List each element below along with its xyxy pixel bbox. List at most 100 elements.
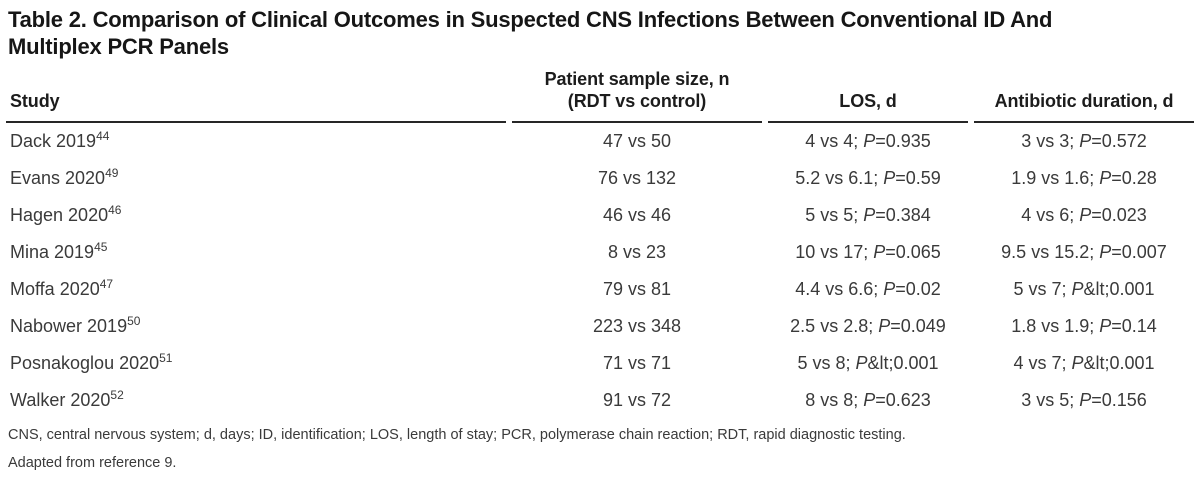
p-value-symbol: P	[883, 168, 896, 188]
table-row: Hagen 202046 46 vs 46 5 vs 5; P=0.384 4 …	[6, 197, 1194, 234]
reference-superscript: 51	[159, 351, 173, 365]
los-cell: 4.4 vs 6.6; P=0.02	[768, 271, 968, 308]
antibiotic-values: 1.9 vs 1.6;	[1011, 168, 1100, 188]
antibiotic-p-value: =0.572	[1091, 131, 1147, 151]
col-header-study: Study	[6, 68, 506, 123]
table-header: Study Patient sample size, n (RDT vs cont…	[6, 68, 1194, 123]
antibiotic-p-value: =0.023	[1091, 205, 1147, 225]
antibiotic-duration-cell: 5 vs 7; P&lt;0.001	[974, 271, 1194, 308]
p-value-symbol: P	[1079, 205, 1092, 225]
los-values: 4.4 vs 6.6;	[795, 279, 884, 299]
los-p-value: =0.623	[875, 390, 931, 410]
p-value-symbol: P	[878, 316, 891, 336]
sample-size-cell: 47 vs 50	[602, 131, 672, 151]
antibiotic-values: 4 vs 6;	[1021, 205, 1080, 225]
los-p-value: =0.59	[895, 168, 941, 188]
p-value-symbol: P	[1071, 353, 1084, 373]
study-cell: Dack 201944	[6, 123, 506, 160]
footnotes: CNS, central nervous system; d, days; ID…	[0, 426, 1200, 472]
study-name: Evans 2020	[10, 168, 106, 188]
los-cell: 5 vs 5; P=0.384	[768, 197, 968, 234]
col-header-sample-size: Patient sample size, n (RDT vs control)	[512, 68, 762, 123]
reference-superscript: 49	[105, 166, 119, 180]
los-values: 5 vs 8;	[797, 353, 856, 373]
study-name: Nabower 2019	[10, 316, 128, 336]
los-cell: 10 vs 17; P=0.065	[768, 234, 968, 271]
los-cell: 8 vs 8; P=0.623	[768, 382, 968, 419]
table-row: Nabower 201950 223 vs 348 2.5 vs 2.8; P=…	[6, 308, 1194, 345]
study-cell: Mina 201945	[6, 234, 506, 271]
antibiotic-duration-cell: 4 vs 7; P&lt;0.001	[974, 345, 1194, 382]
sample-size-cell: 223 vs 348	[592, 316, 682, 336]
los-cell: 5.2 vs 6.1; P=0.59	[768, 160, 968, 197]
antibiotic-duration-cell: 1.9 vs 1.6; P=0.28	[974, 160, 1194, 197]
p-value-symbol: P	[1099, 316, 1112, 336]
antibiotic-duration-cell: 1.8 vs 1.9; P=0.14	[974, 308, 1194, 345]
study-name: Walker 2020	[10, 390, 111, 410]
abbreviations-footnote: CNS, central nervous system; d, days; ID…	[8, 427, 906, 443]
table-row: Walker 202052 91 vs 72 8 vs 8; P=0.623 3…	[6, 382, 1194, 419]
antibiotic-p-value: =0.007	[1111, 242, 1167, 262]
sample-size-header-line2: (RDT vs control)	[567, 91, 707, 111]
los-values: 8 vs 8;	[805, 390, 864, 410]
los-values: 5 vs 5;	[805, 205, 864, 225]
antibiotic-values: 3 vs 3;	[1021, 131, 1080, 151]
p-value-symbol: P	[863, 205, 876, 225]
source-footnote: Adapted from reference 9.	[8, 455, 177, 471]
p-value-symbol: P	[863, 390, 876, 410]
study-name: Hagen 2020	[10, 205, 109, 225]
antibiotic-values: 3 vs 5;	[1021, 390, 1080, 410]
los-p-value: =0.065	[885, 242, 941, 262]
study-cell: Hagen 202046	[6, 197, 506, 234]
antibiotic-p-value: =0.14	[1111, 316, 1157, 336]
los-p-value: =0.384	[875, 205, 931, 225]
study-cell: Evans 202049	[6, 160, 506, 197]
p-value-symbol: P	[863, 131, 876, 151]
los-values: 4 vs 4;	[805, 131, 864, 151]
table-body: Dack 201944 47 vs 50 4 vs 4; P=0.935 3 v…	[6, 123, 1194, 419]
study-name: Posnakoglou 2020	[10, 353, 160, 373]
los-values: 2.5 vs 2.8;	[790, 316, 879, 336]
antibiotic-p-value: =0.156	[1091, 390, 1147, 410]
study-name: Mina 2019	[10, 242, 95, 262]
table-row: Mina 201945 8 vs 23 10 vs 17; P=0.065 9.…	[6, 234, 1194, 271]
study-cell: Posnakoglou 202051	[6, 345, 506, 382]
antibiotic-values: 1.8 vs 1.9;	[1011, 316, 1100, 336]
p-value-symbol: P	[883, 279, 896, 299]
antibiotic-p-value: &lt;0.001	[1083, 353, 1155, 373]
sample-size-cell: 46 vs 46	[602, 205, 672, 225]
antibiotic-values: 4 vs 7;	[1013, 353, 1072, 373]
reference-superscript: 50	[127, 314, 141, 328]
p-value-symbol: P	[1099, 168, 1112, 188]
p-value-symbol: P	[873, 242, 886, 262]
p-value-symbol: P	[1071, 279, 1084, 299]
p-value-symbol: P	[1079, 131, 1092, 151]
sample-size-cell: 79 vs 81	[602, 279, 672, 299]
reference-superscript: 44	[96, 129, 110, 143]
table-row: Evans 202049 76 vs 132 5.2 vs 6.1; P=0.5…	[6, 160, 1194, 197]
sample-size-cell: 76 vs 132	[597, 168, 677, 188]
table-title: Table 2. Comparison of Clinical Outcomes…	[8, 7, 1053, 59]
col-header-antibiotic-duration: Antibiotic duration, d	[974, 68, 1194, 123]
los-cell: 4 vs 4; P=0.935	[768, 123, 968, 160]
reference-superscript: 46	[108, 203, 122, 217]
los-p-value: =0.935	[875, 131, 931, 151]
study-cell: Moffa 202047	[6, 271, 506, 308]
antibiotic-duration-cell: 3 vs 3; P=0.572	[974, 123, 1194, 160]
antibiotic-duration-cell: 4 vs 6; P=0.023	[974, 197, 1194, 234]
study-name: Dack 2019	[10, 131, 97, 151]
los-values: 5.2 vs 6.1;	[795, 168, 884, 188]
clinical-outcomes-table: Study Patient sample size, n (RDT vs cont…	[0, 68, 1200, 419]
study-name: Moffa 2020	[10, 279, 100, 299]
sample-size-header-line1: Patient sample size, n	[544, 69, 730, 89]
p-value-symbol: P	[1079, 390, 1092, 410]
table-figure: Table 2. Comparison of Clinical Outcomes…	[0, 7, 1200, 472]
los-cell: 2.5 vs 2.8; P=0.049	[768, 308, 968, 345]
header-row: Study Patient sample size, n (RDT vs cont…	[6, 68, 1194, 123]
los-p-value: =0.049	[890, 316, 946, 336]
sample-size-cell: 71 vs 71	[602, 353, 672, 373]
col-header-los: LOS, d	[768, 68, 968, 123]
reference-superscript: 47	[99, 277, 114, 291]
reference-superscript: 52	[110, 388, 124, 402]
p-value-symbol: P	[855, 353, 868, 373]
